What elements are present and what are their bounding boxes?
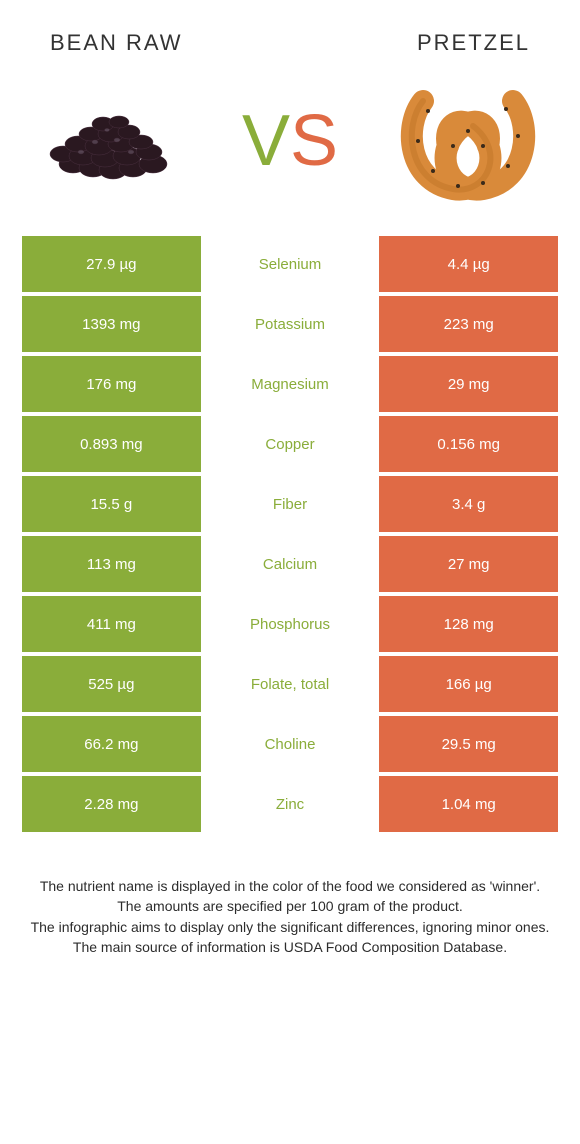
left-value: 15.5 g	[22, 476, 201, 532]
pretzel-icon	[385, 76, 550, 206]
nutrient-label: Fiber	[201, 476, 380, 532]
left-value: 66.2 mg	[22, 716, 201, 772]
right-value: 166 µg	[379, 656, 558, 712]
right-value: 29 mg	[379, 356, 558, 412]
nutrient-label: Zinc	[201, 776, 380, 832]
table-row: 66.2 mgCholine29.5 mg	[22, 716, 558, 772]
right-value: 3.4 g	[379, 476, 558, 532]
left-value: 1393 mg	[22, 296, 201, 352]
footnote-line: The main source of information is USDA F…	[20, 937, 560, 957]
table-row: 2.28 mgZinc1.04 mg	[22, 776, 558, 832]
beans-icon	[30, 76, 195, 206]
right-value: 128 mg	[379, 596, 558, 652]
left-food-title: BEAN RAW	[50, 30, 290, 56]
table-row: 0.893 mgCopper0.156 mg	[22, 416, 558, 472]
table-row: 113 mgCalcium27 mg	[22, 536, 558, 592]
footnote-line: The nutrient name is displayed in the co…	[20, 876, 560, 896]
right-value: 1.04 mg	[379, 776, 558, 832]
right-value: 27 mg	[379, 536, 558, 592]
table-row: 176 mgMagnesium29 mg	[22, 356, 558, 412]
table-row: 525 µgFolate, total166 µg	[22, 656, 558, 712]
table-row: 411 mgPhosphorus128 mg	[22, 596, 558, 652]
vs-s: S	[290, 100, 338, 182]
table-row: 15.5 gFiber3.4 g	[22, 476, 558, 532]
left-value: 27.9 µg	[22, 236, 201, 292]
nutrient-label: Phosphorus	[201, 596, 380, 652]
right-food-title: PRETZEL	[290, 30, 530, 56]
nutrient-label: Calcium	[201, 536, 380, 592]
right-value: 29.5 mg	[379, 716, 558, 772]
nutrient-label: Copper	[201, 416, 380, 472]
left-value: 411 mg	[22, 596, 201, 652]
nutrient-label: Folate, total	[201, 656, 380, 712]
footnote-line: The amounts are specified per 100 gram o…	[20, 896, 560, 916]
vs-label: VS	[242, 100, 338, 182]
left-value: 0.893 mg	[22, 416, 201, 472]
nutrient-label: Magnesium	[201, 356, 380, 412]
nutrient-label: Potassium	[201, 296, 380, 352]
footnote-line: The infographic aims to display only the…	[20, 917, 560, 937]
nutrient-label: Choline	[201, 716, 380, 772]
table-row: 27.9 µgSelenium4.4 µg	[22, 236, 558, 292]
nutrient-label: Selenium	[201, 236, 380, 292]
left-value: 113 mg	[22, 536, 201, 592]
left-value: 2.28 mg	[22, 776, 201, 832]
right-value: 4.4 µg	[379, 236, 558, 292]
right-value: 223 mg	[379, 296, 558, 352]
left-value: 176 mg	[22, 356, 201, 412]
left-value: 525 µg	[22, 656, 201, 712]
right-value: 0.156 mg	[379, 416, 558, 472]
table-row: 1393 mgPotassium223 mg	[22, 296, 558, 352]
comparison-table: 27.9 µgSelenium4.4 µg1393 mgPotassium223…	[0, 236, 580, 832]
footnotes: The nutrient name is displayed in the co…	[0, 836, 580, 957]
vs-v: V	[242, 100, 290, 182]
